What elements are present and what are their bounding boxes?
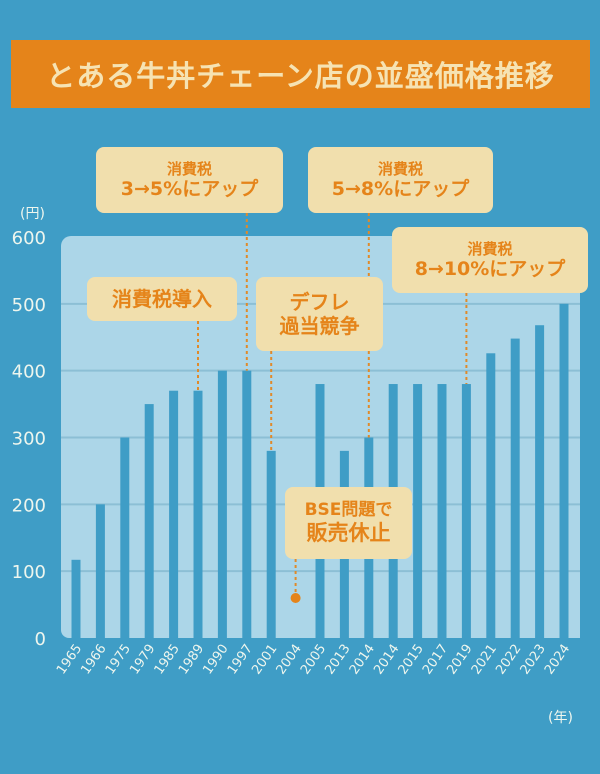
y-tick-label: 400 — [12, 362, 46, 383]
bar-2023 — [535, 325, 545, 638]
annotation-deflation: デフレ 過当競争 — [256, 277, 383, 351]
x-tick-label: 2005 — [298, 642, 329, 678]
bar-2015 — [413, 384, 423, 638]
bar-2019 — [461, 384, 471, 638]
x-tick-label: 2024 — [542, 642, 573, 678]
annotation-bse: BSE問題で 販売休止 — [285, 487, 412, 559]
annotation-text: 消費税 — [166, 159, 212, 178]
bar-1985 — [169, 390, 179, 638]
y-tick-label: 0 — [35, 629, 46, 650]
annotation-text: BSE問題で — [304, 500, 393, 521]
x-tick-label: 1990 — [200, 642, 231, 678]
bse-marker-dot — [290, 593, 301, 603]
bar-2024 — [559, 303, 569, 638]
x-tick-label: 1975 — [103, 642, 134, 678]
x-tick-label: 1979 — [127, 642, 158, 678]
bar-1966 — [95, 504, 105, 638]
y-tick-label: 600 — [12, 228, 46, 249]
chart-title: とある牛丼チェーン店の並盛価格推移 — [46, 59, 555, 93]
annotation-text: 消費税 — [377, 159, 423, 178]
bar-2021 — [486, 353, 496, 638]
bar-2022 — [510, 338, 520, 638]
x-tick-label: 2013 — [322, 642, 353, 678]
annotation-tax-intro: 消費税導入 — [87, 277, 237, 321]
bar-1965 — [71, 559, 81, 638]
y-tick-label: 300 — [12, 429, 46, 450]
x-tick-label: 2023 — [518, 642, 549, 678]
annotation-text: 販売休止 — [306, 520, 391, 545]
annotation-tax-8-10: 消費税 8→10%にアップ — [392, 227, 588, 293]
bar-1989 — [193, 390, 203, 638]
annotation-tax-5-8: 消費税 5→8%にアップ — [308, 147, 493, 213]
x-tick-label: 1989 — [176, 642, 207, 678]
x-tick-label: 2004 — [274, 642, 305, 678]
bar-1979 — [144, 404, 154, 638]
y-axis-unit: (円) — [20, 206, 45, 222]
y-tick-label: 200 — [12, 495, 46, 516]
x-tick-label: 2014 — [371, 642, 402, 678]
x-tick-label: 2017 — [420, 642, 451, 678]
annotation-text: 8→10%にアップ — [414, 257, 566, 280]
x-tick-label: 1997 — [225, 642, 256, 678]
bar-1990 — [217, 370, 227, 638]
x-tick-label: 2015 — [396, 642, 427, 678]
bar-2017 — [437, 384, 447, 638]
x-tick-label: 2014 — [347, 642, 378, 678]
x-tick-label: 2022 — [493, 642, 524, 678]
x-tick-label: 2001 — [249, 642, 280, 678]
x-axis-unit: (年) — [548, 710, 573, 726]
annotation-text: デフレ — [289, 290, 350, 314]
bar-1975 — [120, 437, 130, 638]
bar-1997 — [242, 370, 252, 638]
chart-title-bar: とある牛丼チェーン店の並盛価格推移 — [11, 40, 590, 108]
annotation-tax-3-5: 消費税 3→5%にアップ — [96, 147, 283, 213]
x-tick-label: 1966 — [78, 642, 109, 678]
annotation-text: 過当競争 — [279, 314, 360, 338]
x-tick-label: 2021 — [469, 642, 500, 678]
y-tick-label: 100 — [12, 562, 46, 583]
x-tick-label: 2019 — [444, 642, 475, 678]
annotation-text: 消費税導入 — [112, 287, 212, 311]
x-tick-label: 1965 — [54, 642, 85, 678]
x-tick-label: 1985 — [152, 642, 183, 678]
bar-2001 — [266, 450, 276, 638]
annotation-text: 5→8%にアップ — [331, 177, 470, 200]
y-tick-label: 500 — [12, 295, 46, 316]
annotation-text: 3→5%にアップ — [120, 177, 259, 200]
annotation-text: 消費税 — [467, 239, 513, 258]
